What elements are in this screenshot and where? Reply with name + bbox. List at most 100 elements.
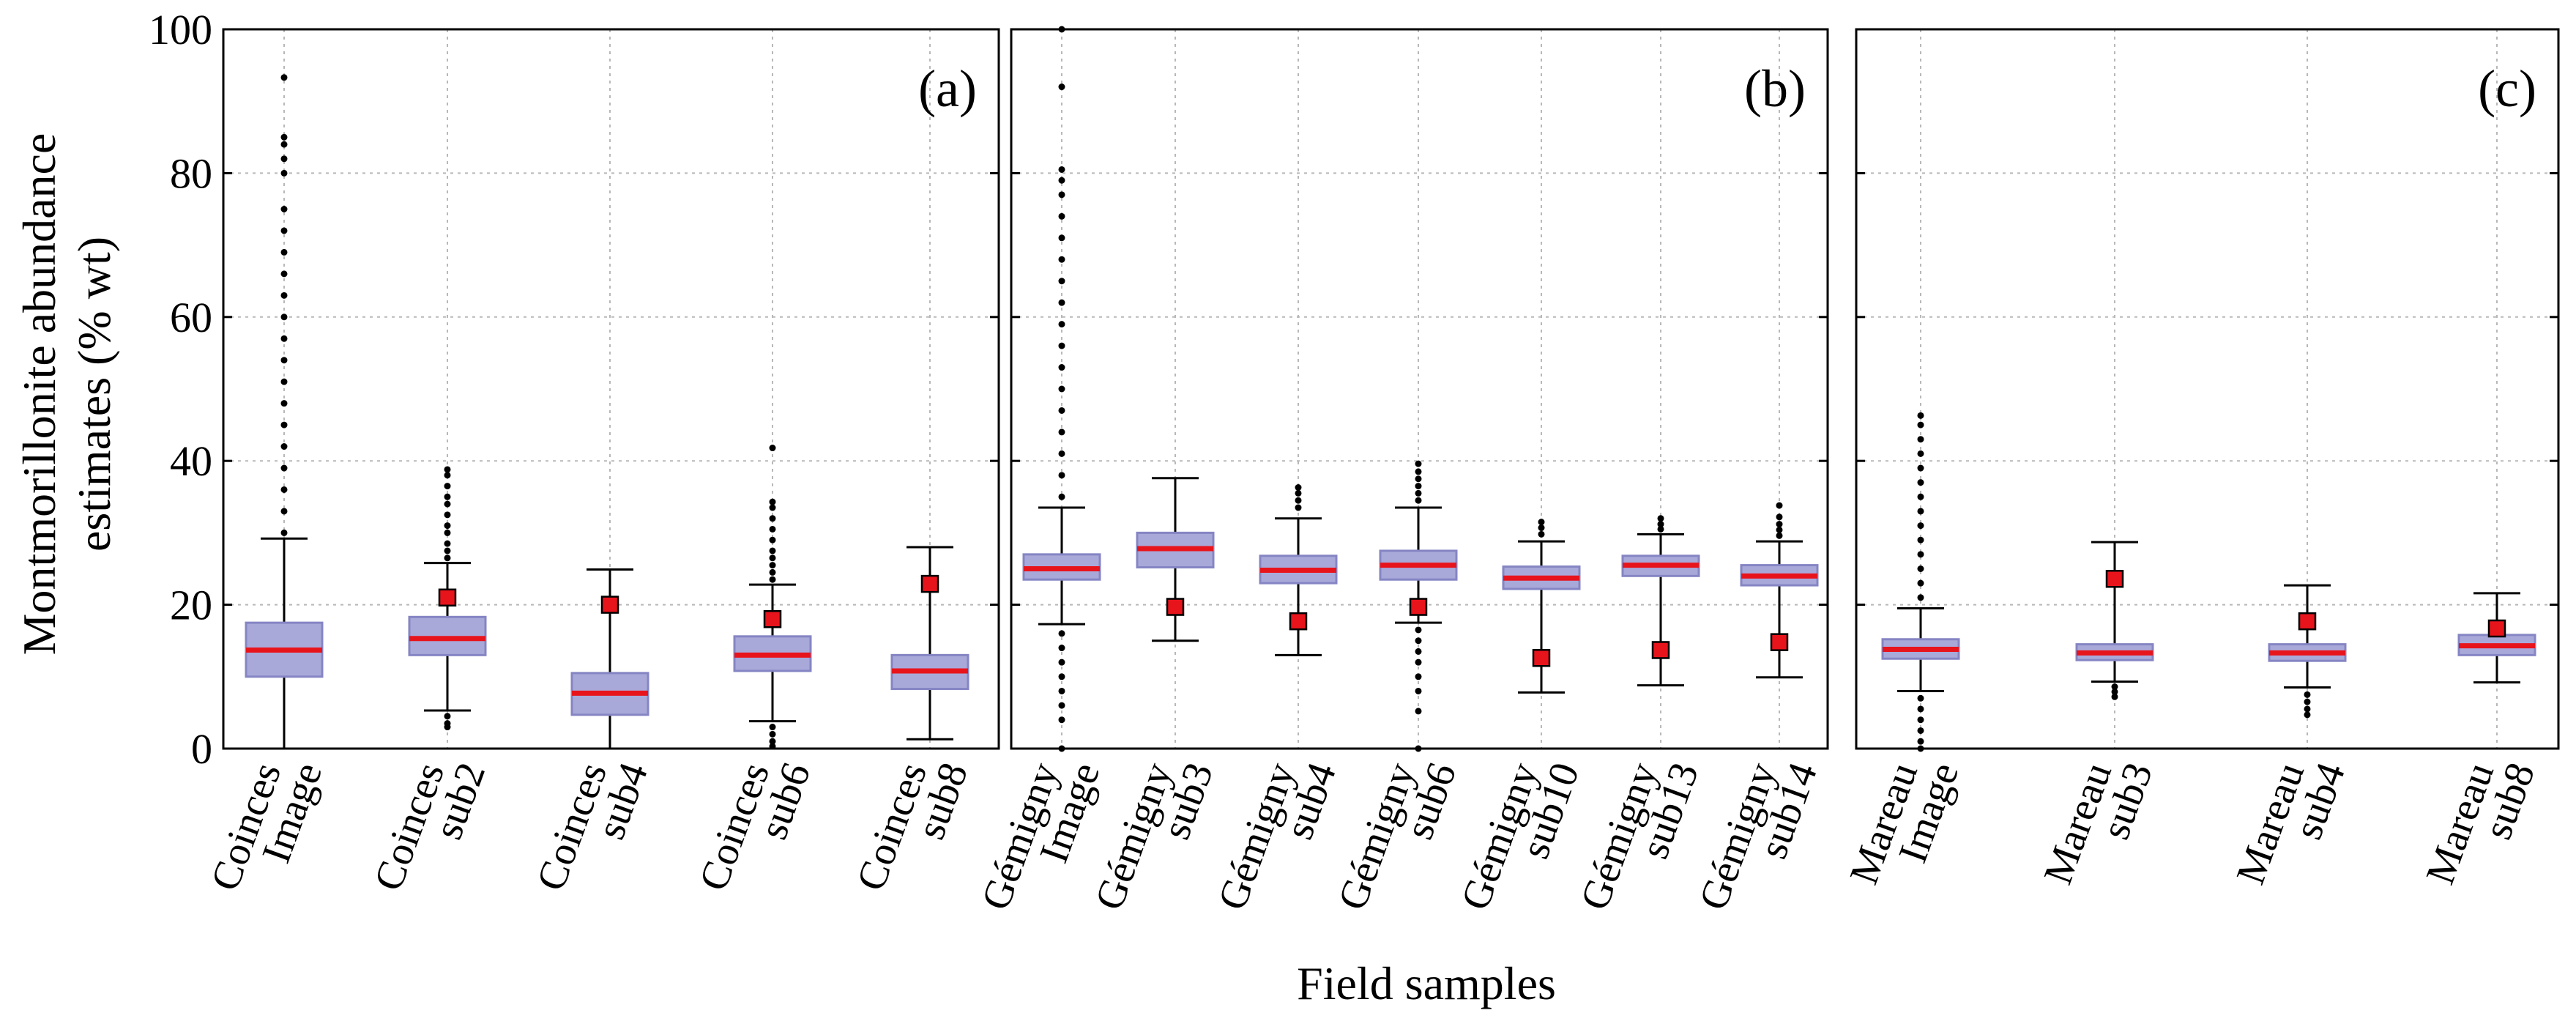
outlier-point bbox=[1657, 525, 1664, 533]
box-mareau-sub4 bbox=[2268, 584, 2347, 719]
outlier-point bbox=[1917, 565, 1924, 572]
outlier-point bbox=[444, 554, 451, 562]
y-tick-label: 20 bbox=[170, 582, 212, 629]
outlier-point bbox=[1058, 687, 1065, 694]
outlier-point bbox=[769, 515, 776, 522]
sample-marker bbox=[1409, 598, 1428, 616]
outlier-point bbox=[1058, 364, 1065, 371]
outlier-point bbox=[280, 270, 288, 278]
panel-a-frame bbox=[222, 28, 1000, 750]
outlier-point bbox=[280, 400, 288, 407]
outlier-point bbox=[1917, 421, 1924, 428]
outlier-point bbox=[1058, 321, 1065, 328]
panel-b-frame bbox=[1010, 28, 1829, 750]
outlier-point bbox=[1058, 407, 1065, 414]
y-tick-label: 80 bbox=[170, 149, 212, 197]
outlier-point bbox=[2111, 693, 2118, 700]
outlier-point bbox=[1917, 479, 1924, 486]
outlier-point bbox=[1058, 256, 1065, 263]
outlier-point bbox=[1415, 483, 1422, 490]
outlier-point bbox=[280, 529, 288, 536]
outlier-point bbox=[280, 357, 288, 364]
outlier-point bbox=[444, 472, 451, 479]
sample-marker bbox=[600, 596, 619, 614]
outlier-point bbox=[1917, 594, 1924, 601]
outlier-point bbox=[769, 547, 776, 554]
outlier-point bbox=[769, 568, 776, 576]
outlier-point bbox=[769, 504, 776, 511]
outlier-point bbox=[1776, 526, 1783, 533]
outlier-point bbox=[280, 248, 288, 256]
grid-layer bbox=[223, 29, 2558, 749]
outlier-point bbox=[1058, 472, 1065, 479]
box-mareau-sub8 bbox=[2457, 592, 2536, 684]
y-axis-label-line1: Montmorillonite abundance bbox=[13, 133, 65, 656]
outlier-point bbox=[769, 576, 776, 583]
outlier-point bbox=[1415, 626, 1422, 634]
sample-marker bbox=[438, 588, 457, 607]
outlier-point bbox=[1058, 493, 1065, 500]
outlier-point bbox=[1295, 489, 1302, 497]
outlier-point bbox=[280, 292, 288, 299]
y-tick-label: 0 bbox=[191, 725, 212, 773]
outlier-point bbox=[1776, 521, 1783, 528]
outlier-point bbox=[1917, 450, 1924, 457]
outlier-point bbox=[280, 313, 288, 321]
box-coinces-sub8 bbox=[890, 546, 969, 741]
x-axis-label: Field samples bbox=[1297, 957, 1556, 1009]
outlier-point bbox=[1657, 515, 1664, 522]
outlier-point bbox=[444, 483, 451, 490]
outlier-point bbox=[444, 500, 451, 508]
panel-c-label: (c) bbox=[2478, 59, 2536, 118]
outlier-point bbox=[444, 724, 451, 731]
outlier-point bbox=[280, 169, 288, 177]
outlier-point bbox=[769, 498, 776, 505]
outlier-point bbox=[1058, 385, 1065, 393]
outlier-point bbox=[1917, 579, 1924, 587]
y-tick-label: 60 bbox=[170, 294, 212, 341]
outlier-point bbox=[1415, 673, 1422, 680]
label-layer: Montmorillonite abundance estimates (% w… bbox=[13, 6, 2544, 1009]
outlier-point bbox=[280, 141, 288, 148]
outlier-point bbox=[1058, 450, 1065, 457]
outlier-point bbox=[1058, 428, 1065, 436]
outlier-point bbox=[1058, 84, 1065, 91]
box-g-migny-sub13 bbox=[1621, 515, 1700, 687]
outlier-point bbox=[1415, 468, 1422, 475]
box-g-migny-sub6 bbox=[1379, 460, 1458, 752]
outlier-point bbox=[1538, 524, 1545, 532]
outlier-point bbox=[1415, 708, 1422, 715]
outlier-point bbox=[1917, 508, 1924, 515]
sample-marker bbox=[1532, 649, 1551, 667]
sample-marker bbox=[920, 574, 939, 593]
outlier-point bbox=[1058, 673, 1065, 680]
sample-marker bbox=[1651, 641, 1670, 659]
outlier-point bbox=[444, 493, 451, 500]
outlier-point bbox=[280, 133, 288, 141]
outlier-point bbox=[769, 536, 776, 543]
outlier-point bbox=[1415, 497, 1422, 504]
outlier-point bbox=[1058, 299, 1065, 306]
box-mareau-sub3 bbox=[2075, 541, 2154, 700]
outlier-point bbox=[280, 421, 288, 428]
outlier-point bbox=[1415, 460, 1422, 467]
outlier-point bbox=[1917, 551, 1924, 558]
outlier-point bbox=[280, 508, 288, 515]
box-coinces-sub4 bbox=[570, 568, 649, 750]
box-mareau-image bbox=[1881, 412, 1960, 752]
outlier-point bbox=[1917, 412, 1924, 419]
outlier-point bbox=[1058, 342, 1065, 349]
outlier-point bbox=[2111, 683, 2118, 691]
outlier-point bbox=[280, 464, 288, 472]
outlier-point bbox=[769, 730, 776, 738]
outlier-point bbox=[280, 378, 288, 385]
outlier-point bbox=[280, 227, 288, 234]
outlier-point bbox=[1058, 278, 1065, 285]
plot-layer bbox=[245, 26, 2536, 752]
outlier-point bbox=[2304, 698, 2311, 705]
outlier-point bbox=[444, 522, 451, 530]
outlier-point bbox=[444, 511, 451, 519]
outlier-point bbox=[1295, 504, 1302, 511]
outlier-point bbox=[1917, 522, 1924, 530]
